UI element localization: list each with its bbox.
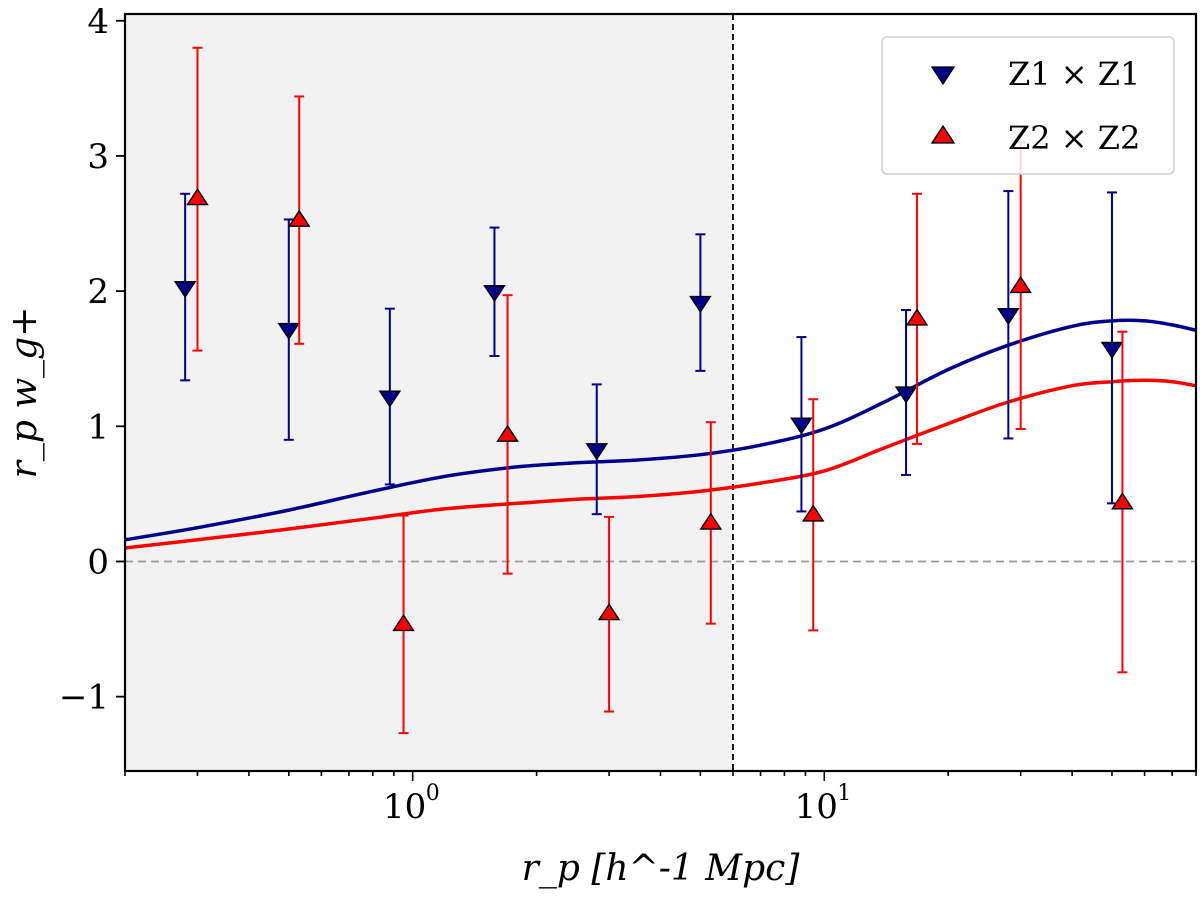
model-curve-1 — [124, 318, 1197, 542]
data-point-series1 — [997, 190, 1020, 440]
marker-triangle-down — [997, 307, 1020, 326]
marker-triangle-down — [790, 417, 813, 435]
data-point-series2 — [1111, 330, 1134, 674]
marker-triangle-down — [378, 390, 402, 408]
marker-triangle-up — [186, 188, 209, 206]
model-curve-2 — [124, 378, 1197, 550]
plot-background-layer — [125, 14, 1196, 771]
marker-triangle-up — [905, 308, 929, 326]
data-point-series1 — [585, 383, 609, 516]
x-tick-exponent: 1 — [837, 781, 851, 806]
marker-triangle-up — [1111, 492, 1134, 510]
legend-box — [881, 36, 1175, 175]
data-point-series2 — [1009, 141, 1032, 430]
data-point-series1 — [689, 233, 712, 372]
x-tick-base: 10 — [795, 787, 838, 827]
data-point-series2 — [392, 514, 415, 735]
data-point-series2 — [905, 192, 929, 445]
data-point-series2 — [287, 95, 311, 345]
x-tick-label: 10 1 — [795, 781, 852, 827]
marker-triangle-up — [597, 603, 621, 621]
data-point-series2 — [801, 398, 825, 632]
marker-triangle-down — [173, 280, 197, 299]
x-tick-label: 10 0 — [383, 781, 440, 827]
legend-entry: Z2 × Z2 — [930, 119, 1140, 157]
marker-triangle-down — [689, 295, 712, 314]
model-curves-layer — [124, 318, 1197, 550]
x-axis-label: r_p [h^-1 Mpc] — [522, 848, 801, 889]
legend-entry: Z1 × Z1 — [930, 55, 1140, 93]
y-tick-label: 1 — [87, 407, 109, 447]
marker-triangle-up — [496, 424, 519, 442]
y-tick-label: 4 — [87, 2, 109, 42]
legend-label: Z1 × Z1 — [1008, 55, 1140, 93]
marker-triangle-down — [585, 443, 609, 461]
marker-triangle-up — [392, 613, 415, 632]
y-tick-label: −1 — [59, 678, 109, 718]
x-tick-exponent: 0 — [426, 781, 440, 806]
marker-triangle-down — [1100, 341, 1124, 360]
y-tick-label: 0 — [87, 542, 109, 582]
x-tick-base: 10 — [383, 787, 426, 827]
marker-triangle-down — [894, 386, 918, 404]
marker-triangle-up — [801, 504, 825, 522]
data-point-series1 — [378, 307, 402, 486]
legend-marker-triangle-up — [930, 124, 956, 144]
data-point-series1 — [173, 192, 197, 382]
y-tick-label: 3 — [87, 137, 109, 177]
data-point-series1 — [894, 309, 918, 476]
legend-label: Z2 × Z2 — [1008, 119, 1140, 157]
data-point-series2 — [496, 294, 519, 575]
y-axis-label: r_p w_g+ — [4, 307, 45, 479]
marker-triangle-up — [699, 512, 723, 530]
marker-triangle-up — [287, 209, 311, 227]
shaded-region — [125, 14, 733, 771]
data-point-series1 — [483, 226, 506, 358]
marker-triangle-down — [483, 285, 506, 303]
data-point-series2 — [186, 46, 209, 352]
legend: Z1 × Z1 Z2 × Z2 — [881, 36, 1175, 175]
marker-triangle-down — [277, 322, 301, 341]
data-point-series1 — [277, 218, 301, 441]
data-point-series1 — [790, 336, 813, 513]
data-point-series2 — [597, 515, 621, 713]
y-tick-label: 2 — [87, 272, 109, 312]
data-point-series2 — [699, 421, 723, 625]
data-points-layer — [173, 46, 1134, 735]
marker-triangle-up — [1009, 275, 1032, 294]
legend-marker-triangle-down — [930, 66, 956, 86]
